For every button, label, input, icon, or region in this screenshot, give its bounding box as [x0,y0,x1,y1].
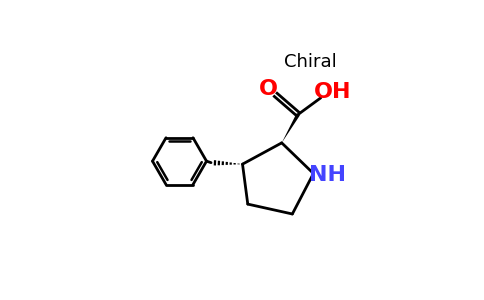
Text: Chiral: Chiral [284,53,336,71]
Text: OH: OH [314,82,351,103]
Text: NH: NH [309,165,347,185]
Text: O: O [259,79,278,99]
Polygon shape [282,113,300,143]
